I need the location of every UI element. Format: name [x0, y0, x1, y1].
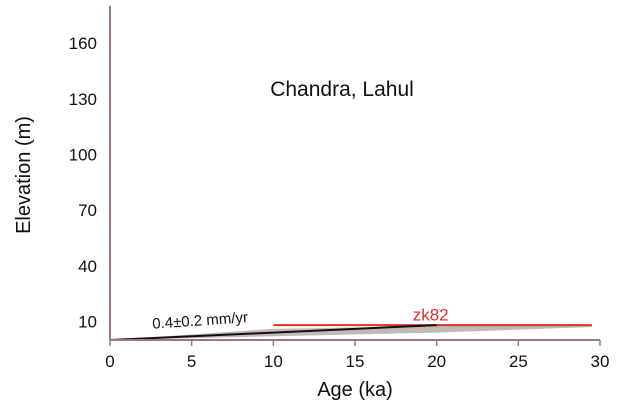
x-tick-label: 5 [187, 352, 196, 371]
y-tick-label: 130 [69, 90, 97, 109]
y-tick-label: 40 [78, 257, 97, 276]
y-tick-label: 160 [69, 34, 97, 53]
fit-line [109, 324, 437, 341]
y-tick-label: 10 [78, 312, 97, 331]
chart-title: Chandra, Lahul [270, 78, 414, 101]
y-tick-label: 100 [69, 145, 97, 164]
y-tick-label: 70 [78, 201, 97, 220]
x-tick-label: 30 [591, 352, 610, 371]
x-axis-ticks: 0 5 10 15 20 25 30 [105, 340, 609, 371]
sample-label-zk82: zk82 [413, 305, 449, 324]
x-tick-label: 25 [509, 352, 528, 371]
x-tick-label: 15 [346, 352, 365, 371]
x-tick-label: 20 [427, 352, 446, 371]
rate-annotation: 0.4±0.2 mm/yr [152, 309, 249, 333]
x-axis-title: Age (ka) [317, 379, 393, 401]
x-tick-label: 10 [264, 352, 283, 371]
y-axis-title: Elevation (m) [13, 116, 35, 234]
y-axis-ticks: 10 40 70 100 130 160 [69, 34, 97, 331]
x-tick-label: 0 [105, 352, 114, 371]
uncertainty-band [110, 325, 592, 340]
